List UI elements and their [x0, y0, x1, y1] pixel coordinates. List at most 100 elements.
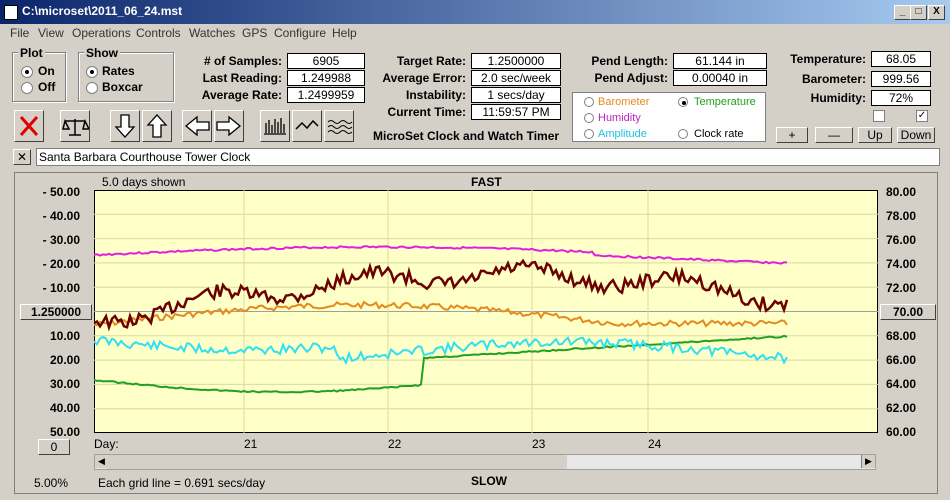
- close-button[interactable]: X: [928, 5, 945, 20]
- center-rate-button[interactable]: 1.250000: [20, 304, 92, 320]
- menu-help[interactable]: Help: [332, 26, 357, 40]
- up-button[interactable]: Up: [858, 127, 892, 143]
- red-x-icon: [19, 116, 39, 136]
- center-temp-button[interactable]: 70.00: [880, 304, 936, 320]
- offset-button[interactable]: 0: [38, 439, 70, 455]
- barometer-label: Barometer:: [801, 72, 866, 86]
- show-boxcar-radio[interactable]: [86, 82, 98, 94]
- checkbox-1[interactable]: [873, 110, 885, 122]
- right-axis-tick: 68.00: [886, 329, 917, 343]
- menu-view[interactable]: View: [38, 26, 64, 40]
- amplitude-option[interactable]: Amplitude: [598, 128, 647, 140]
- arrow-left-icon: [184, 115, 210, 137]
- left-axis-tick: - 30.00: [42, 233, 80, 247]
- show-group-title: Show: [84, 46, 120, 60]
- average-error-value: 2.0 sec/week: [471, 70, 561, 86]
- bar-graph-button[interactable]: [260, 110, 290, 142]
- slow-label: SLOW: [471, 474, 507, 488]
- humidity-option[interactable]: Humidity: [598, 112, 641, 124]
- plot-on-label: On: [38, 64, 55, 78]
- pend-length-value: 61.144 in: [673, 53, 767, 69]
- balance-button[interactable]: [60, 110, 91, 142]
- left-axis-tick: 30.00: [49, 377, 80, 391]
- left-axis-tick: - 10.00: [42, 281, 80, 295]
- plot-off-label: Off: [38, 80, 56, 94]
- show-rates-label: Rates: [102, 64, 135, 78]
- arrow-left-button[interactable]: [182, 110, 212, 142]
- line-graph-button[interactable]: [292, 110, 322, 142]
- show-boxcar-label: Boxcar: [102, 80, 143, 94]
- right-axis-tick: 72.00: [886, 281, 917, 295]
- app-title: MicroSet Clock and Watch Timer: [373, 129, 560, 143]
- clock-name-input[interactable]: Santa Barbara Courthouse Tower Clock: [36, 148, 940, 166]
- instability-value: 1 secs/day: [471, 87, 561, 103]
- scroll-right-icon[interactable]: ▶: [861, 455, 875, 468]
- temperature-line: [94, 300, 788, 328]
- maximize-button[interactable]: □: [910, 5, 927, 20]
- menu-operations[interactable]: Operations: [72, 26, 131, 40]
- humidity-line: [94, 245, 787, 265]
- stop-button[interactable]: [14, 110, 44, 142]
- temperature-label: Temperature:: [790, 52, 866, 66]
- humidity-radio[interactable]: [584, 113, 594, 123]
- menu-configure[interactable]: Configure: [274, 26, 327, 40]
- graph-panel: [14, 172, 938, 494]
- barometer-option[interactable]: Barometer: [598, 96, 650, 108]
- plot-on-radio[interactable]: [21, 66, 33, 78]
- scroll-thumb[interactable]: [107, 455, 567, 469]
- wave-graph-icon: [327, 120, 353, 134]
- checkbox-2[interactable]: ✓: [916, 110, 928, 122]
- amplitude-radio[interactable]: [584, 129, 594, 139]
- menu-watches[interactable]: Watches: [189, 26, 236, 40]
- day-21: 21: [244, 437, 258, 451]
- barometer-line: [94, 334, 788, 394]
- target-rate-value: 1.2500000: [471, 53, 561, 69]
- right-axis-tick: 78.00: [886, 209, 917, 223]
- clear-name-button[interactable]: ✕: [13, 149, 31, 165]
- menu-file[interactable]: File: [10, 26, 30, 40]
- arrow-up-button[interactable]: [142, 110, 172, 142]
- pend-length-label: Pend Length:: [591, 54, 668, 68]
- temperature-radio[interactable]: [678, 97, 688, 107]
- scale-icon: [62, 118, 91, 136]
- arrow-down-icon: [114, 114, 136, 138]
- clock-rate-option[interactable]: Clock rate: [694, 128, 744, 140]
- day-24: 24: [648, 437, 662, 451]
- minimize-button[interactable]: _: [894, 5, 911, 20]
- bar-graph-icon: [264, 118, 286, 135]
- arrow-right-button[interactable]: [214, 110, 244, 142]
- menu-gps[interactable]: GPS: [242, 26, 268, 40]
- right-axis-tick: 80.00: [886, 185, 917, 199]
- left-axis-tick: 50.00: [49, 425, 80, 439]
- minus-button[interactable]: —: [815, 127, 853, 143]
- current-time-value: 11:59:57 PM: [471, 104, 561, 120]
- grid-lines: [94, 190, 878, 433]
- day-label: Day:: [94, 437, 119, 451]
- instability-label: Instability:: [405, 88, 466, 102]
- right-axis-tick: 60.00: [886, 425, 917, 439]
- rate-line: [94, 258, 789, 332]
- overlay-options-box: [572, 92, 766, 142]
- plus-button[interactable]: +: [776, 127, 808, 143]
- right-axis-tick: 64.00: [886, 377, 917, 391]
- clock-rate-radio[interactable]: [678, 129, 688, 139]
- temperature-option[interactable]: Temperature: [694, 96, 756, 108]
- show-rates-radio[interactable]: [86, 66, 98, 78]
- average-error-label: Average Error:: [382, 71, 466, 85]
- current-time-label: Current Time:: [387, 105, 466, 119]
- menu-controls[interactable]: Controls: [136, 26, 181, 40]
- barometer-value: 999.56: [871, 71, 931, 87]
- wave-graph-button[interactable]: [324, 110, 354, 142]
- temperature-value: 68.05: [871, 51, 931, 67]
- barometer-radio[interactable]: [584, 97, 594, 107]
- app-icon: [4, 5, 18, 20]
- last-reading-label: Last Reading:: [202, 71, 282, 85]
- humidity-label: Humidity:: [810, 91, 866, 105]
- plot-off-radio[interactable]: [21, 82, 33, 94]
- horizontal-scrollbar[interactable]: ◀ ▶: [94, 454, 876, 470]
- plot-group-title: Plot: [18, 46, 45, 60]
- right-axis-tick: 74.00: [886, 257, 917, 271]
- zoom-level: 5.00%: [34, 476, 69, 490]
- arrow-down-button[interactable]: [110, 110, 140, 142]
- down-button[interactable]: Down: [897, 127, 935, 143]
